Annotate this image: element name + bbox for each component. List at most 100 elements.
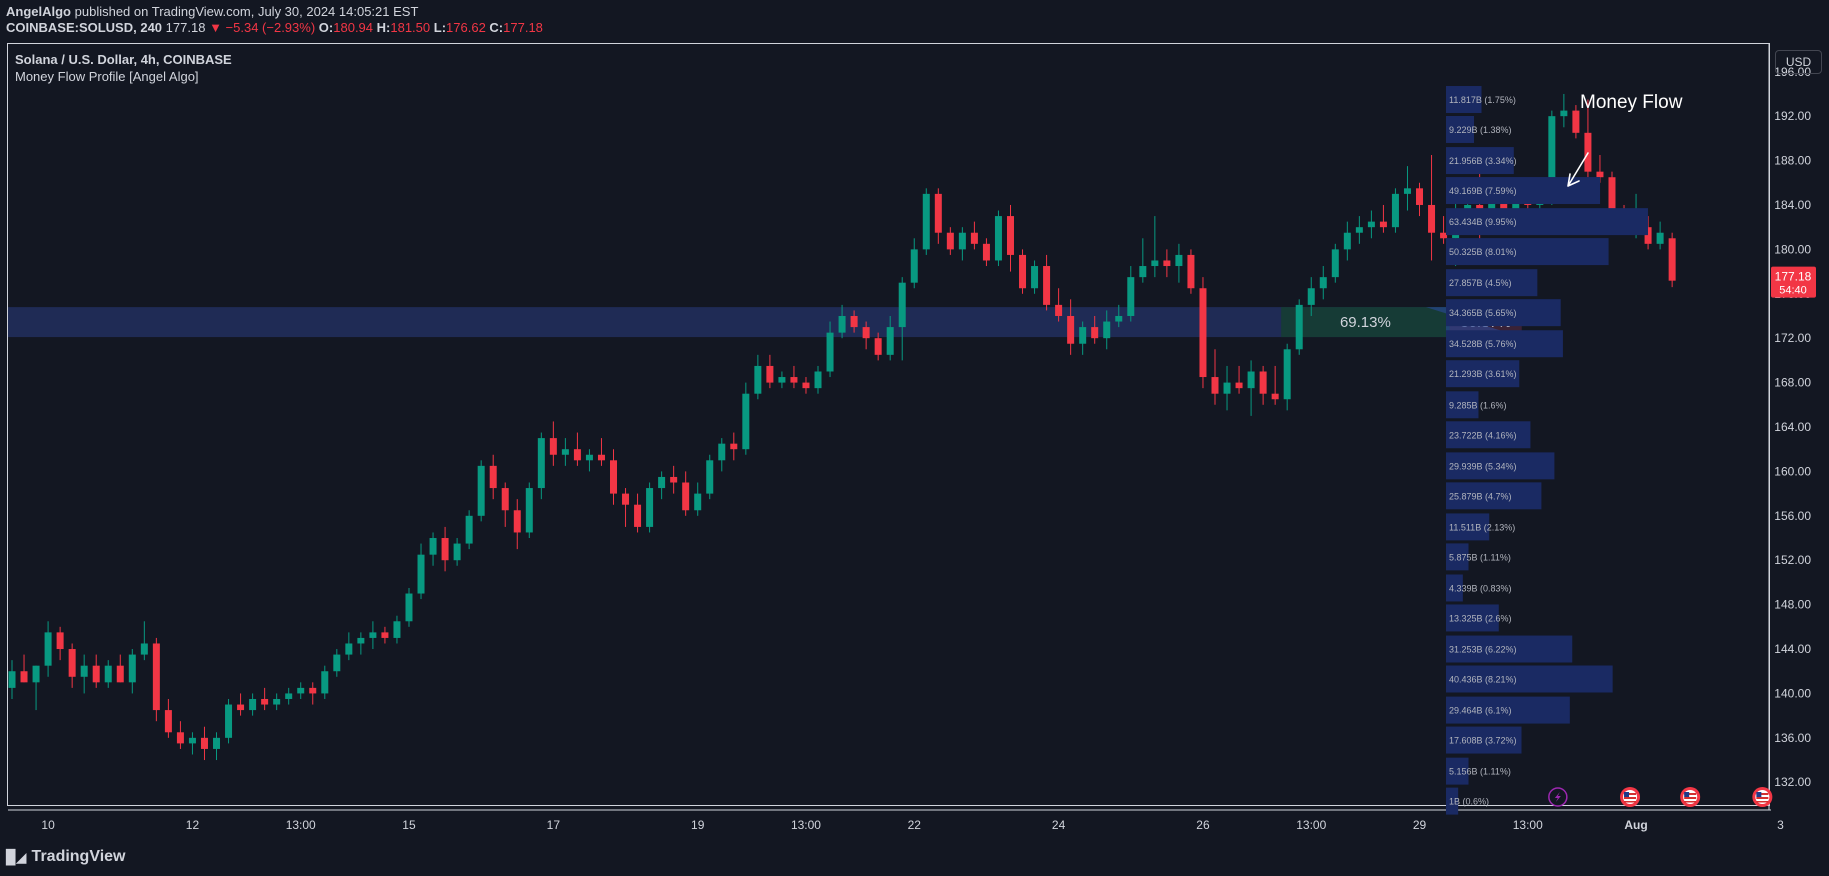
profile-row-label: 34.528B (5.76%) <box>1449 339 1517 349</box>
candle-body <box>826 332 834 372</box>
profile-row: 29.464B (6.1%) <box>1446 696 1570 724</box>
candle-body <box>670 476 678 483</box>
candle-body <box>1079 327 1087 344</box>
candle-body <box>934 193 942 233</box>
profile-row: 50.325B (8.01%) <box>1446 238 1609 266</box>
candle-body <box>104 665 112 683</box>
candle <box>1019 249 1027 294</box>
price-tick-label: 164.00 <box>1774 420 1811 434</box>
candle-body <box>1283 349 1291 400</box>
candle <box>417 543 425 600</box>
candle <box>92 654 100 688</box>
profile-row-label: 1B (0.6%) <box>1449 797 1489 807</box>
candle <box>742 382 750 455</box>
brand-name: TradingView <box>31 848 126 865</box>
candle <box>1151 216 1159 278</box>
candle <box>297 682 305 699</box>
candle-body <box>634 504 642 527</box>
profile-row-label: 27.857B (4.5%) <box>1449 278 1512 288</box>
candle <box>501 482 509 527</box>
ohlc-line: COINBASE:SOLUSD, 240 177.18 ▼ −5.34 (−2.… <box>6 20 543 36</box>
currency-button[interactable]: USD <box>1775 50 1822 74</box>
profile-row: 31.253B (6.22%) <box>1446 635 1573 663</box>
candle-body <box>297 687 305 694</box>
candle-body <box>237 704 245 711</box>
candle <box>610 449 617 505</box>
profile-row-label: 4.339B (0.83%) <box>1449 583 1512 593</box>
candle-body <box>573 449 581 461</box>
candle-body <box>742 393 750 450</box>
us-flag-stripe <box>1624 797 1637 799</box>
candle-body <box>225 704 233 738</box>
candle-body <box>249 698 257 711</box>
candle-body <box>1103 321 1111 339</box>
candle-body <box>429 538 437 555</box>
candle-body <box>80 665 88 677</box>
candle-body <box>862 327 870 339</box>
profile-row-label: 9.285B (1.6%) <box>1449 400 1507 410</box>
time-tick-label: 29 <box>1413 818 1427 832</box>
candle <box>381 626 389 644</box>
published-text: published on TradingView.com, July 30, 2… <box>74 4 419 19</box>
symbol-title[interactable]: Solana / U.S. Dollar, 4h, COINBASE <box>15 52 232 67</box>
candle <box>80 654 88 694</box>
candle-body <box>1163 260 1171 267</box>
candle-body <box>164 710 172 733</box>
time-tick-label: Aug <box>1624 818 1647 832</box>
candle-body <box>345 643 353 655</box>
us-flag-stripe <box>1756 801 1769 803</box>
candle <box>730 432 738 461</box>
candle-body <box>1235 382 1243 389</box>
candle-body <box>1500 199 1508 211</box>
candle <box>1572 105 1580 139</box>
candle <box>1103 310 1111 350</box>
candle-body <box>1031 266 1039 289</box>
candle-body <box>1644 227 1652 244</box>
candle-body <box>922 193 930 250</box>
last-value: 177.18 <box>165 20 206 35</box>
candle-body <box>357 637 365 644</box>
candle <box>32 665 40 711</box>
candle-body <box>730 443 738 450</box>
price-tick-label: 152.00 <box>1774 553 1811 567</box>
publish-header: AngelAlgo published on TradingView.com, … <box>6 4 543 36</box>
candle-body <box>970 232 978 244</box>
time-tick-label: 15 <box>402 818 416 832</box>
candle <box>982 238 990 267</box>
profile-row-label: 9.229B (1.38%) <box>1449 125 1512 135</box>
candle <box>44 621 52 677</box>
candle-body <box>1548 116 1556 200</box>
last-price-label: 177.18 <box>1775 270 1812 284</box>
price-tick-label: 148.00 <box>1774 598 1811 612</box>
profile-row-label: 13.325B (2.6%) <box>1449 613 1512 623</box>
open-value: 180.94 <box>333 20 374 35</box>
indicator-title[interactable]: Money Flow Profile [Angel Algo] <box>15 69 199 84</box>
candle <box>778 371 786 389</box>
us-flag-canton <box>1684 792 1690 797</box>
candle <box>874 332 882 361</box>
candle <box>886 315 894 361</box>
candle-body <box>152 643 160 711</box>
candle-body <box>850 315 858 328</box>
profile-bar <box>1446 665 1613 693</box>
candle <box>1163 249 1171 278</box>
candle <box>1199 277 1207 389</box>
profile-row: 9.285B (1.6%) <box>1446 391 1507 419</box>
candle-body <box>1247 371 1255 389</box>
time-tick-label: 10 <box>41 818 55 832</box>
us-flag-stripe <box>1624 801 1637 803</box>
time-tick-label: 13:00 <box>1513 818 1543 832</box>
candle <box>1043 254 1051 311</box>
candle-body <box>1391 193 1399 228</box>
profile-row: 21.293B (3.61%) <box>1446 360 1520 388</box>
author-name[interactable]: AngelAlgo <box>6 4 71 19</box>
candle-body <box>321 671 329 694</box>
candle <box>140 621 148 661</box>
candle <box>152 637 160 722</box>
profile-row-label: 25.879B (4.7%) <box>1449 491 1512 501</box>
candle-body <box>393 621 401 638</box>
candle-body <box>1019 254 1027 289</box>
candle <box>525 482 533 539</box>
